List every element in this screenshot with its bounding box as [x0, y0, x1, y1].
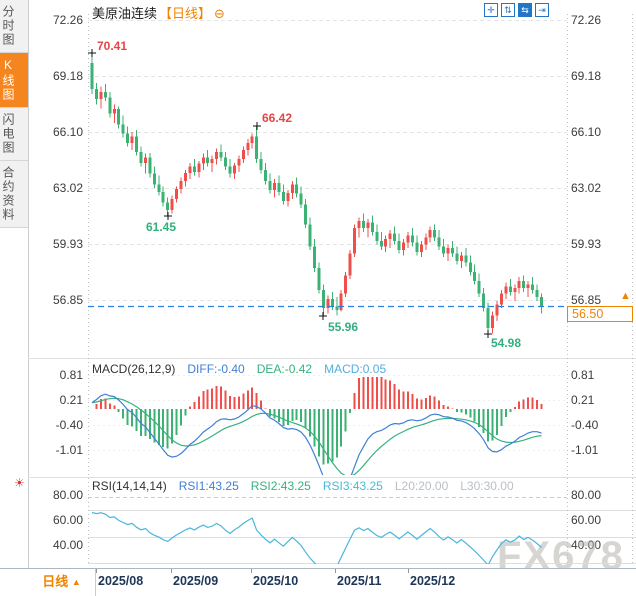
- month-label: 2025/11: [337, 574, 382, 588]
- gridlines: [28, 14, 636, 565]
- extreme-price-label: 55.96: [328, 320, 359, 334]
- time-axis-tick: [251, 569, 252, 573]
- rsi-axis-label: 40.00: [52, 538, 83, 552]
- price-axis-label: 59.93: [571, 237, 602, 251]
- macd-axis-label: -1.01: [55, 443, 83, 457]
- chevron-up-icon: ▲: [71, 577, 81, 587]
- tab-daily-label: 日线: [42, 574, 69, 589]
- chart-toolbar: ✛ ⇅ ⇆ ⇥: [484, 3, 549, 17]
- price-axis-label: 69.18: [571, 69, 602, 83]
- macd-axis-label: -1.01: [571, 443, 599, 457]
- month-label: 2025/08: [98, 574, 144, 588]
- macd-axis-label: 0.21: [571, 393, 595, 407]
- rsi-axis-label: 80.00: [52, 488, 83, 502]
- rsi-axis-label: 60.00: [571, 513, 602, 527]
- zoom-vertical-icon[interactable]: ⇅: [501, 3, 515, 17]
- price-axis-label: 56.85: [52, 293, 83, 307]
- instrument-name: 美原油连续: [92, 6, 158, 21]
- price-axis-label: 59.93: [52, 237, 83, 251]
- price-axis-label: 63.02: [52, 181, 83, 195]
- macd-diff-value: DIFF:-0.40: [187, 362, 245, 376]
- macd-axis-label: 0.21: [59, 393, 83, 407]
- macd-axis-label: -0.40: [571, 418, 599, 432]
- indicator-settings-icon[interactable]: ☀: [14, 476, 25, 490]
- rsi3-value: RSI3:43.25: [322, 479, 383, 493]
- price-axis-label: 72.26: [571, 13, 602, 27]
- rsi-l30-value: L30:30.00: [460, 479, 514, 493]
- price-axis-label: 66.10: [52, 125, 83, 139]
- sidebar: 分时图 K线图 闪电图 合约资料: [0, 0, 29, 596]
- zoom-horizontal-icon[interactable]: ⇆: [518, 3, 532, 17]
- extreme-price-label: 70.41: [97, 39, 128, 53]
- price-axis-label: 66.10: [571, 125, 602, 139]
- price-axis-label: 72.26: [52, 13, 83, 27]
- time-axis-tick: [335, 569, 336, 573]
- price-up-arrow-icon: ▲: [620, 290, 631, 302]
- month-label: 2025/09: [173, 574, 219, 588]
- sidebar-item-kline-chart[interactable]: K线图: [0, 53, 28, 108]
- macd-axis-label: 0.81: [571, 368, 595, 382]
- macd-header: MACD(26,12,9) DIFF:-0.40 DEA:-0.42 MACD:0.0…: [92, 362, 398, 376]
- macd-hist-value: MACD:0.05: [324, 362, 387, 376]
- rsi-params: RSI(14,14,14): [92, 479, 167, 493]
- month-label: 2025/10: [253, 574, 299, 588]
- sidebar-item-lightning-chart[interactable]: 闪电图: [0, 108, 28, 161]
- rsi-series: [91, 511, 542, 564]
- current-price-badge: 56.50: [567, 306, 633, 322]
- price-axis-label: 56.85: [571, 293, 602, 307]
- rsi-axis-label: 60.00: [52, 513, 83, 527]
- time-axis-tick: [96, 569, 97, 573]
- sidebar-item-contract-info[interactable]: 合约资料: [0, 161, 28, 228]
- macd-axis-label: 0.81: [59, 368, 83, 382]
- rsi2-value: RSI2:43.25: [250, 479, 311, 493]
- time-axis-tick: [171, 569, 172, 573]
- annotation-markers: [88, 49, 492, 338]
- macd-axis-label: -0.40: [55, 418, 83, 432]
- pan-icon[interactable]: ✛: [484, 3, 498, 17]
- bottom-bar: 日线 ▲ 2025/08 2025/09 2025/10 2025/11 2025/12: [0, 568, 636, 596]
- extreme-price-label: 54.98: [491, 336, 522, 350]
- macd-series: [91, 377, 543, 475]
- shift-right-icon[interactable]: ⇥: [535, 3, 549, 17]
- circle-minus-icon[interactable]: ⊖: [214, 6, 225, 21]
- month-label: 2025/12: [410, 574, 456, 588]
- sidebar-item-time-chart[interactable]: 分时图: [0, 0, 28, 53]
- period-tag: 【日线】: [159, 6, 212, 21]
- rsi-l20-value: L20:20.00: [394, 479, 449, 493]
- extreme-price-label: 66.42: [262, 111, 293, 125]
- chart-title: 美原油连续 【日线】 ⊖: [92, 3, 225, 22]
- tab-daily[interactable]: 日线 ▲: [28, 569, 96, 596]
- rsi-header: RSI(14,14,14) RSI1:43.25 RSI2:43.25 RSI3:43…: [92, 479, 526, 493]
- rsi-axis-label: 40.00: [571, 538, 602, 552]
- extreme-price-label: 61.45: [146, 220, 177, 234]
- time-axis-tick: [408, 569, 409, 573]
- price-axis-label: 63.02: [571, 181, 602, 195]
- price-axis-label: 69.18: [52, 69, 83, 83]
- rsi1-value: RSI1:43.25: [178, 479, 239, 493]
- rsi-axis-label: 80.00: [571, 488, 602, 502]
- candlestick-series: [90, 53, 543, 334]
- macd-dea-value: DEA:-0.42: [256, 362, 313, 376]
- macd-params: MACD(26,12,9): [92, 362, 176, 376]
